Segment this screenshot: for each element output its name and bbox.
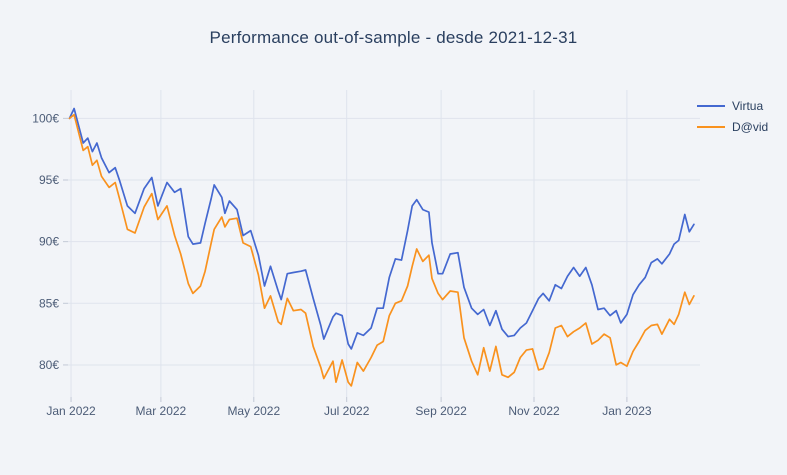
series-line-dvid[interactable]	[68, 113, 695, 387]
x-tick-label: Jan 2023	[602, 404, 652, 418]
series-line-virtua[interactable]	[68, 107, 695, 350]
y-tick-label: 85€	[39, 296, 59, 310]
y-tick-label: 80€	[39, 358, 59, 372]
x-tick-label: Nov 2022	[508, 404, 560, 418]
legend: Virtua D@vid	[696, 95, 768, 137]
legend-line-virtua-icon	[697, 104, 725, 107]
legend-line-david-icon	[697, 125, 725, 128]
chart-title: Performance out-of-sample - desde 2021-1…	[209, 28, 578, 47]
y-tick-label: 100€	[32, 111, 59, 125]
y-tick-label: 95€	[39, 173, 59, 187]
x-tick-label: Jan 2022	[46, 404, 96, 418]
y-tick-label: 90€	[39, 235, 59, 249]
x-tick-label: Jul 2022	[324, 404, 370, 418]
legend-item-virtua[interactable]: Virtua	[696, 95, 768, 116]
x-tick-label: Sep 2022	[415, 404, 467, 418]
x-tick-label: May 2022	[227, 404, 280, 418]
legend-label-david: D@vid	[732, 119, 769, 134]
legend-label-virtua: Virtua	[732, 98, 764, 113]
x-tick-label: Mar 2022	[136, 404, 187, 418]
legend-item-david[interactable]: D@vid	[696, 116, 768, 137]
